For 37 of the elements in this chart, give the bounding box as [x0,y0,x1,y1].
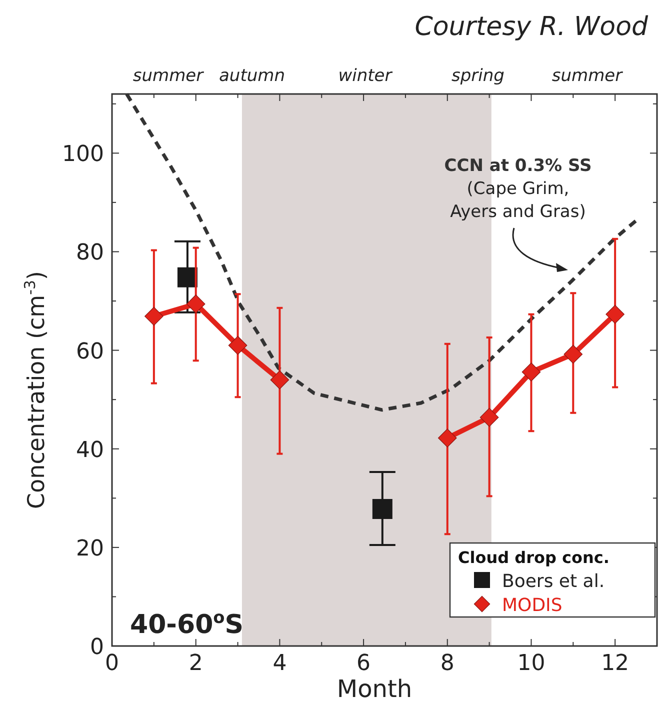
point [480,408,499,427]
y-tick-label: 100 [62,142,104,168]
x-tick-label: 12 [601,651,630,676]
y-tick-label: 20 [76,536,104,562]
text: autumn [219,66,285,86]
x-tick-label: 2 [188,651,203,676]
point [228,336,248,355]
x-axis-title: Month [336,675,412,703]
text: summer [132,66,204,86]
x-tick-label: 8 [440,651,454,676]
y-tick-label: 60 [76,339,104,364]
point [270,370,290,390]
x-tick-label: 4 [272,651,287,676]
point [186,294,206,314]
y-tick-label: 40 [76,438,104,463]
point [144,306,164,326]
text: Courtesy R. Wood [414,12,648,42]
annotation: (Cape Grim, [466,179,570,199]
text: winter [338,66,393,86]
point [438,428,457,448]
annotation: Ayers and Gras) [450,202,586,222]
point [522,362,541,382]
legend-label: MODIS [502,595,562,616]
point [372,498,392,519]
legend-label: Boers et al. [502,571,605,592]
y-tick-label: 80 [76,240,104,266]
legend-title: Cloud drop conc. [458,548,610,567]
text: spring [452,66,505,86]
point [564,344,583,364]
y-tick-label: 0 [90,635,104,660]
point [177,267,198,288]
x-tick-label: 6 [356,651,371,676]
text: summer [552,66,624,86]
x-tick-label: 10 [517,651,546,676]
point [606,304,624,324]
text: CCN at 0.3% SS [444,156,592,176]
annotation: 40-60$^{o}$S [130,607,244,640]
